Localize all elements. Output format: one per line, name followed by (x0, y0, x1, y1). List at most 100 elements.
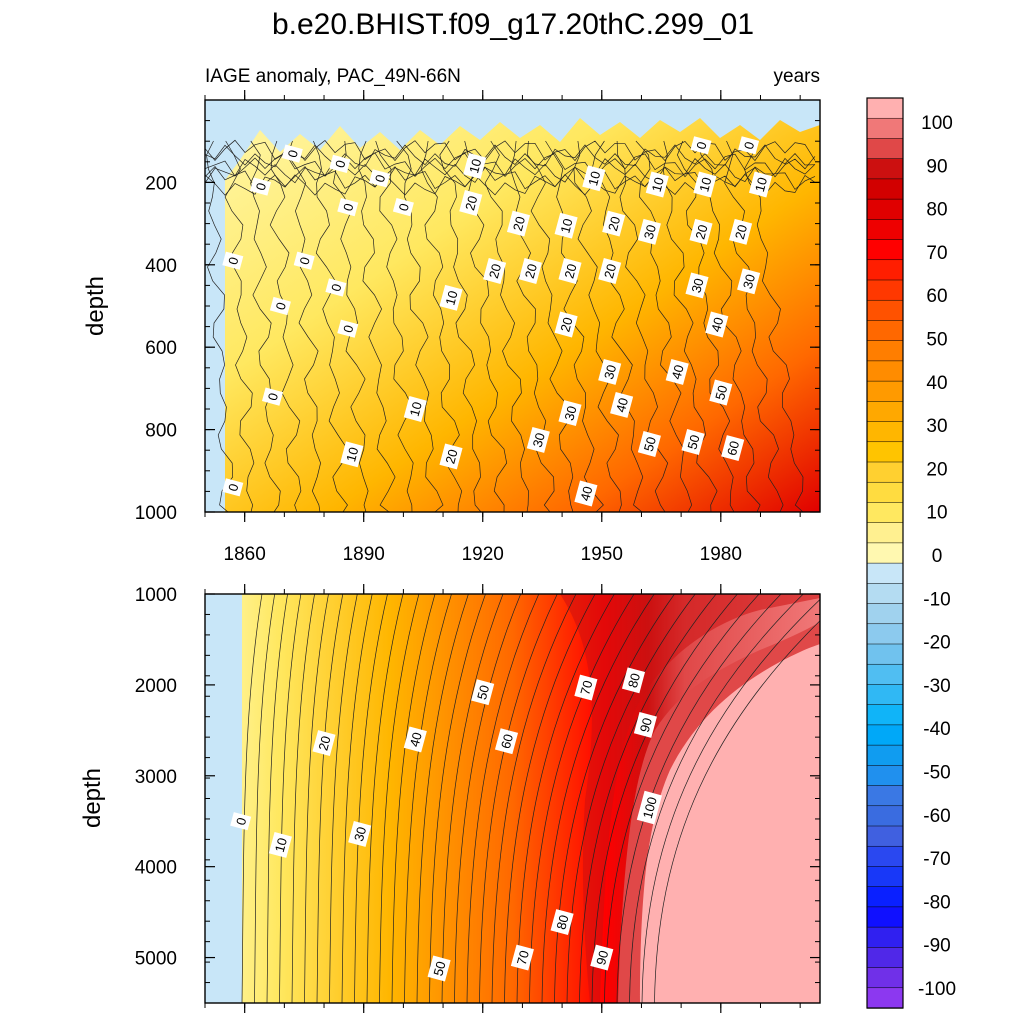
upper-contour-label: 20 (459, 190, 483, 216)
lower-contour-label-text: 80 (625, 672, 643, 690)
upper-contour-label-text: 50 (641, 435, 659, 453)
lower-contour-line (629, 594, 804, 1003)
chart-subtitle-left: IAGE anomaly, PAC_49N-66N (205, 66, 461, 87)
lower-contour-label-text: 0 (233, 816, 249, 827)
upper-contour-label-text: 0 (285, 148, 301, 159)
lower-contour-label-text: 50 (474, 683, 492, 701)
lower-y-tick-label: 2000 (135, 676, 177, 697)
colorbar-swatch (866, 684, 904, 706)
colorbar-swatch (866, 542, 904, 564)
upper-contour-line (662, 140, 718, 512)
upper-contour-label-bg (337, 198, 359, 217)
colorbar-label: 90 (926, 156, 947, 177)
upper-contour-label-text: 0 (253, 181, 269, 192)
colorbar-swatch (866, 219, 904, 241)
upper-y-tick-label: 600 (145, 338, 177, 359)
upper-contour-label-text: 10 (752, 176, 770, 194)
upper-contour-label-text: 0 (340, 323, 356, 334)
lower-contour-label-bg (312, 730, 336, 757)
upper-contour-label-bg (689, 218, 713, 245)
colorbar-label: -20 (923, 633, 950, 654)
upper-contour-label-bg (222, 251, 244, 270)
colorbar-swatch (866, 117, 904, 140)
upper-contour-label-text: 10 (466, 157, 484, 175)
upper-contour-label-bg (737, 268, 761, 295)
colorbar-swatch (866, 926, 904, 948)
colorbar-swatch (866, 138, 904, 160)
lower-contour-label: 0 (230, 812, 252, 831)
upper-contour-label-bg (574, 480, 598, 507)
colorbar-swatch (866, 299, 904, 322)
upper-contour-label-text: 40 (577, 485, 595, 503)
colorbar-swatch (866, 643, 904, 665)
upper-contour-label: 0 (369, 169, 391, 188)
lower-contour-label-bg (348, 820, 372, 847)
upper-contour-line (510, 140, 555, 512)
lower-dark-red-zone (560, 594, 820, 1003)
colorbar-label: 80 (926, 200, 947, 221)
upper-surface-band (205, 100, 820, 180)
upper-contour-label-bg (392, 198, 414, 217)
colorbar-swatch (866, 765, 904, 787)
colorbar-swatch (866, 724, 904, 746)
upper-contour-label: 10 (693, 171, 717, 198)
lower-contour-line (529, 594, 635, 1003)
colorbar-swatch (866, 744, 904, 766)
x-tick-label: 1920 (462, 544, 504, 565)
upper-contour-label-bg (483, 258, 507, 284)
colorbar-swatch (866, 825, 904, 847)
upper-contour-label: 10 (645, 171, 669, 198)
upper-contour-label-text: 0 (693, 140, 709, 151)
x-tick-label: 1980 (700, 544, 742, 565)
upper-contour-label-bg (598, 258, 622, 284)
upper-contour-label-bg (610, 391, 634, 418)
upper-contour-line (205, 152, 816, 178)
upper-contour-label-bg (325, 278, 347, 297)
upper-contour-label-text: 20 (601, 262, 619, 280)
upper-contour-label: 60 (721, 435, 745, 462)
upper-contour-label-text: 10 (407, 400, 425, 418)
lower-contour-line (366, 594, 404, 1003)
lower-contour-label-text: 10 (272, 836, 290, 854)
upper-contour-label: 40 (705, 311, 729, 338)
colorbar-label: 70 (926, 243, 947, 264)
lower-contour-label-bg (403, 726, 427, 753)
upper-contour-label-bg (685, 272, 709, 299)
lower-contour-label-text: 40 (407, 731, 425, 749)
lower-contour-label-bg (230, 812, 252, 831)
upper-contour-label-bg (459, 190, 483, 216)
colorbar-label: -80 (923, 892, 950, 913)
upper-contour-label: 30 (685, 272, 709, 299)
upper-contour-label-bg (281, 144, 303, 163)
upper-contour-label-bg (337, 319, 359, 338)
lower-contour-label: 80 (621, 667, 646, 694)
upper-contour-line (744, 140, 804, 512)
lower-contour-line (541, 594, 655, 1003)
upper-contour-line (358, 140, 396, 512)
upper-contour-label-bg (665, 358, 689, 385)
lower-contour-label-text: 80 (553, 913, 571, 931)
colorbar-swatch (866, 380, 904, 402)
lower-contour-line (416, 594, 469, 1003)
colorbar-label: 20 (926, 459, 947, 480)
lower-contour-line (504, 594, 596, 1003)
lower-contour-label: 60 (494, 728, 519, 755)
upper-contour-line (206, 140, 234, 512)
upper-contour-label-text: 20 (692, 223, 710, 241)
lower-contour-label-text: 50 (430, 960, 448, 978)
lower-contour-label: 50 (471, 679, 495, 706)
lower-contour-label-bg (268, 831, 292, 858)
upper-contour-label: 40 (610, 391, 634, 418)
lower-contour-label: 80 (550, 909, 574, 936)
upper-contour-label-text: 30 (530, 431, 548, 449)
upper-y-tick-label: 200 (145, 173, 177, 194)
upper-contour-label-text: 0 (396, 202, 412, 213)
upper-y-axis-label: depth (82, 276, 109, 336)
lower-contour-label: 30 (348, 820, 372, 847)
lower-contour-line (304, 594, 329, 1003)
lower-contour-line (279, 594, 302, 1003)
upper-contour-label-bg (690, 136, 712, 155)
upper-contour-line (591, 140, 644, 512)
upper-contour-label: 20 (558, 258, 582, 284)
